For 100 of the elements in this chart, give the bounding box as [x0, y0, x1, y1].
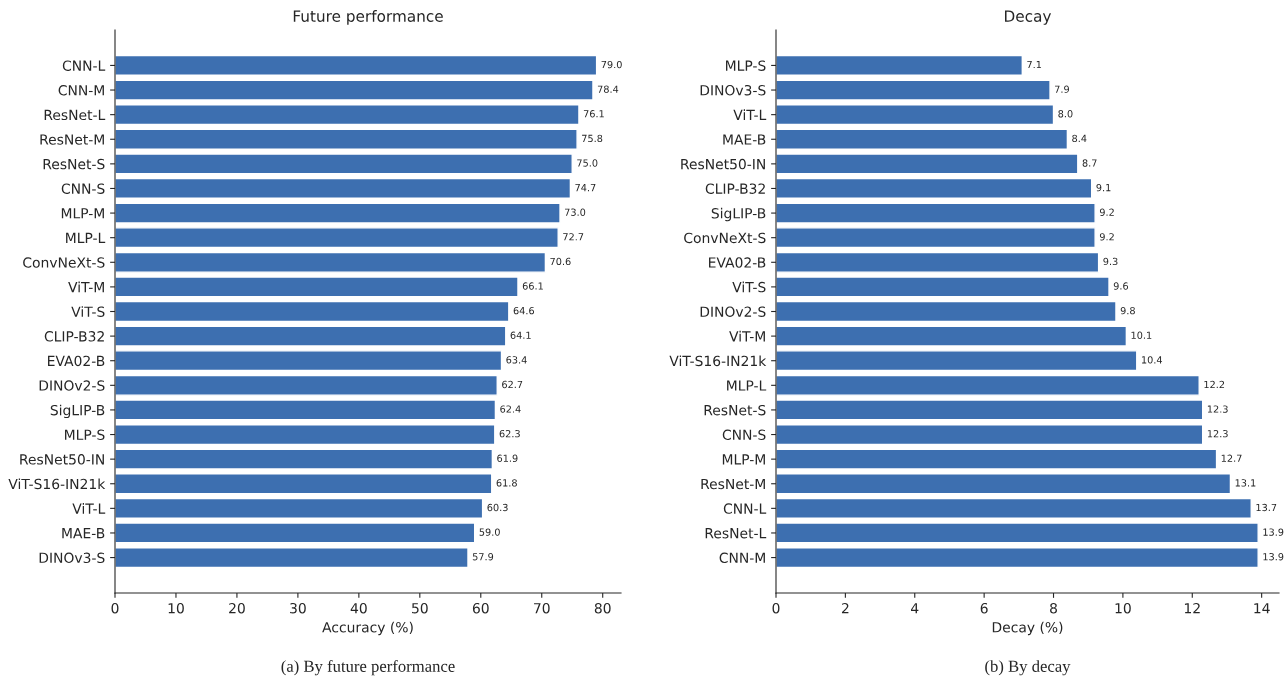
data-label: 63.4: [506, 356, 527, 364]
bar: [115, 104, 580, 126]
y-tick-label: CNN-L: [62, 60, 106, 71]
y-tick-label: CNN-S: [722, 429, 766, 441]
y-tick-label: SigLIP-B: [50, 404, 105, 419]
bar: [776, 522, 1259, 544]
data-label: 57.9: [472, 553, 494, 561]
bar: [115, 423, 496, 446]
y-tick-label: ViT-S16-IN21k: [669, 355, 767, 367]
data-label: 75.0: [577, 159, 598, 167]
x-tick-label: 14: [1254, 603, 1270, 614]
x-tick-label: 2: [841, 602, 849, 614]
bar: [115, 399, 497, 421]
bar: [115, 54, 598, 76]
y-tick-label: CNN-M: [58, 85, 104, 96]
data-label: 12.3: [1207, 405, 1228, 413]
x-tick-label: 0: [772, 602, 780, 614]
bar: [776, 202, 1096, 224]
data-label: 9.8: [1120, 306, 1135, 315]
x-tick-label: 50: [412, 602, 428, 614]
x-axis-title: Decay (%): [992, 621, 1063, 636]
y-tick-label: ResNet-L: [705, 528, 767, 539]
data-label: 8.0: [1058, 110, 1073, 118]
y-tick-label: ViT-L: [733, 109, 767, 120]
y-tick-label: CNN-M: [719, 552, 765, 564]
data-label: 12.2: [1204, 380, 1225, 388]
bar: [776, 399, 1204, 421]
bar: [115, 522, 476, 544]
y-tick-label: ResNet50-IN: [681, 158, 765, 170]
y-tick-label: DINOv2-S: [39, 380, 105, 391]
data-label: 61.9: [497, 454, 518, 462]
y-tick-label: ResNet-S: [43, 158, 105, 170]
data-label: 62.3: [499, 430, 520, 438]
data-label: 13.1: [1235, 479, 1256, 487]
bar: [776, 251, 1100, 273]
bar: [115, 325, 507, 347]
y-tick-label: CLIP-B32: [44, 331, 104, 342]
y-tick-label: EVA02-B: [709, 257, 766, 268]
bar: [115, 473, 493, 495]
data-label: 59.0: [479, 528, 500, 536]
bar: [776, 227, 1096, 249]
y-tick-label: MLP-S: [726, 60, 766, 71]
x-tick-label: 8: [1050, 602, 1057, 614]
x-tick-label: 60: [472, 602, 489, 614]
bar: [115, 276, 519, 298]
data-label: 79.0: [601, 60, 622, 69]
x-tick-label: 20: [229, 602, 245, 614]
chart-title: Decay: [1005, 10, 1052, 25]
data-label: 74.7: [575, 184, 596, 192]
y-tick-label: MLP-M: [722, 454, 765, 465]
data-label: 13.9: [1263, 553, 1284, 561]
bar: [776, 423, 1204, 446]
data-label: 8.4: [1072, 134, 1087, 143]
bar: [776, 350, 1138, 372]
data-label: 12.7: [1221, 454, 1242, 462]
data-label: 70.6: [550, 257, 571, 266]
bar: [115, 128, 578, 150]
bar: [776, 547, 1259, 569]
bar: [776, 276, 1110, 298]
data-label: 75.8: [582, 134, 603, 143]
bar: [115, 202, 561, 224]
x-tick-label: 30: [290, 602, 306, 614]
y-tick-label: DINOv3-S: [39, 552, 105, 564]
y-tick-label: ResNet-L: [44, 109, 106, 121]
data-label: 64.6: [513, 306, 535, 315]
y-tick-label: DINOv2-S: [700, 306, 766, 317]
y-tick-label: ViT-S16-IN21k: [8, 478, 106, 490]
x-tick-label: 80: [594, 602, 611, 614]
bar: [115, 497, 484, 519]
y-tick-label: ResNet-S: [704, 404, 766, 416]
x-tick-label: 10: [168, 602, 184, 614]
data-label: 9.3: [1103, 257, 1118, 266]
y-tick-label: MLP-M: [61, 208, 104, 219]
x-tick-label: 0: [111, 602, 119, 614]
chart-title: Future performance: [293, 10, 443, 25]
data-label: 64.1: [510, 331, 531, 339]
y-tick-label: ViT-M: [729, 330, 765, 342]
data-label: 62.7: [502, 380, 523, 389]
bar: [776, 473, 1232, 495]
data-label: 12.3: [1207, 430, 1228, 438]
y-tick-label: ResNet50-IN: [20, 454, 104, 465]
y-tick-label: SigLIP-B: [711, 207, 766, 222]
y-tick-label: EVA02-B: [48, 355, 105, 367]
bar: [776, 54, 1023, 76]
bar: [115, 374, 498, 396]
bar: [776, 104, 1055, 126]
x-axis-title: Accuracy (%): [322, 621, 413, 636]
data-label: 7.1: [1027, 61, 1042, 69]
data-label: 13.7: [1256, 503, 1277, 512]
x-tick-label: 40: [350, 602, 367, 614]
x-tick-label: 12: [1184, 602, 1200, 614]
y-tick-label: ViT-S: [71, 306, 105, 317]
bar: [115, 300, 510, 323]
bar: [115, 350, 503, 372]
bar: [776, 325, 1128, 347]
x-tick-label: 70: [534, 602, 550, 614]
bar: [115, 177, 572, 200]
bar: [776, 153, 1079, 175]
y-tick-label: CNN-L: [723, 503, 767, 514]
bar: [776, 300, 1117, 323]
